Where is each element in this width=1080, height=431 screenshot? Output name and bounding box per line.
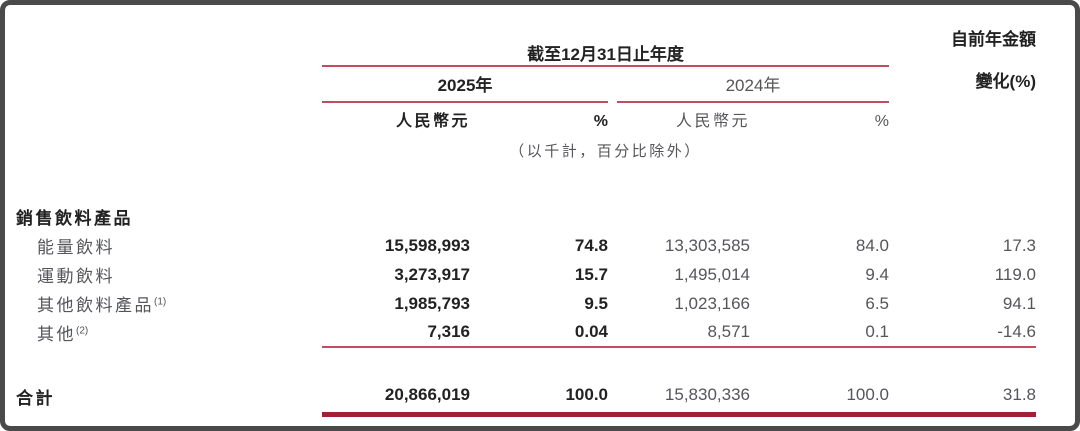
pct-2024-value: 0.1 bbox=[750, 318, 890, 348]
pct-2025-value: 74.8 bbox=[574, 235, 608, 255]
revenue-breakdown-table: 截至12月31日止年度 自前年金額 變化(%) 2025年 2024年 人民幣元… bbox=[16, 19, 1037, 417]
table-row: 其他飲料產品(1) 1,985,793 9.5 1,023,166 6.5 94… bbox=[16, 289, 1036, 318]
change-header-line1: 自前年金額 bbox=[951, 30, 1037, 49]
rmb-2024-value: 1,023,166 bbox=[674, 293, 750, 313]
change-value: 119.0 bbox=[994, 264, 1037, 284]
row-label: 運動飲料 bbox=[37, 267, 115, 286]
total-label: 合計 bbox=[16, 388, 55, 408]
pct-2024-value: 6.5 bbox=[865, 293, 890, 313]
rmb-2024-value: 1,495,014 bbox=[674, 264, 750, 284]
pct-2024-value: 9.4 bbox=[865, 264, 890, 284]
total-row: 合計 20,866,019 100.0 15,830,336 100.0 31.… bbox=[16, 378, 1037, 417]
empty-cell bbox=[889, 133, 1036, 161]
rmb-2024-header: 人民幣元 bbox=[675, 113, 750, 130]
total-pct-2025-value: 100.0 bbox=[470, 378, 608, 417]
units-note: （以千計，百分比除外） bbox=[509, 143, 702, 160]
year-2024-header: 2024年 bbox=[617, 71, 890, 103]
rmb-2025-value: 3,273,917 bbox=[394, 264, 470, 284]
spacer-row bbox=[16, 347, 1036, 378]
row-label: 其他飲料產品(1) bbox=[37, 296, 167, 315]
pct-2024-header: % bbox=[874, 113, 890, 130]
rmb-2025-value: 7,316 bbox=[322, 318, 470, 348]
pct-2025-value: 15.7 bbox=[574, 264, 608, 284]
empty-cell bbox=[16, 133, 322, 161]
table-row: 能量飲料 15,598,993 74.8 13,303,585 84.0 17.… bbox=[16, 231, 1036, 260]
pct-2025-value: 9.5 bbox=[584, 293, 608, 313]
table-row: 其他(2) 7,316 0.04 8,571 0.1 -14.6 bbox=[16, 318, 1037, 348]
footnote-marker: (1) bbox=[154, 296, 167, 308]
row-label: 其他(2) bbox=[37, 325, 89, 344]
pct-2025-value: 0.04 bbox=[470, 318, 608, 348]
empty-cell bbox=[889, 103, 1036, 133]
spacer-row bbox=[16, 161, 1036, 201]
row-label: 能量飲料 bbox=[37, 238, 115, 257]
pct-2024-value: 84.0 bbox=[855, 235, 890, 255]
year-2025-group: 2025年 bbox=[322, 66, 608, 103]
period-title: 截至12月31日止年度 bbox=[322, 19, 890, 68]
empty-cell bbox=[16, 103, 322, 133]
change-column-header: 自前年金額 變化(%) bbox=[889, 19, 1036, 103]
year-2025-header: 2025年 bbox=[322, 71, 608, 103]
rmb-2024-value: 8,571 bbox=[608, 318, 750, 348]
empty-cell bbox=[16, 19, 322, 66]
rmb-2024-value: 13,303,585 bbox=[664, 235, 750, 255]
total-pct-2024-value: 100.0 bbox=[750, 378, 890, 417]
change-value: -14.6 bbox=[889, 318, 1037, 348]
rmb-2025-value: 1,985,793 bbox=[394, 293, 470, 313]
total-change-value: 31.8 bbox=[889, 378, 1037, 417]
change-value: 17.3 bbox=[1002, 235, 1037, 255]
rmb-2025-header: 人民幣元 bbox=[395, 113, 470, 130]
section-label: 銷售飲料產品 bbox=[16, 208, 133, 228]
footnote-marker: (2) bbox=[76, 325, 89, 337]
table-row: 運動飲料 3,273,917 15.7 1,495,014 9.4 119.0 bbox=[16, 260, 1036, 289]
change-header-line2: 變化(%) bbox=[975, 72, 1037, 91]
empty-cell bbox=[16, 66, 322, 103]
year-2024-group: 2024年 bbox=[608, 66, 890, 103]
pct-2025-header: % bbox=[593, 113, 608, 130]
total-rmb-2025-value: 20,866,019 bbox=[322, 378, 470, 417]
change-value: 94.1 bbox=[1002, 293, 1037, 313]
total-rmb-2024-value: 15,830,336 bbox=[608, 378, 750, 417]
section-row: 銷售飲料產品 bbox=[16, 201, 1036, 231]
rmb-2025-value: 15,598,993 bbox=[384, 235, 470, 255]
